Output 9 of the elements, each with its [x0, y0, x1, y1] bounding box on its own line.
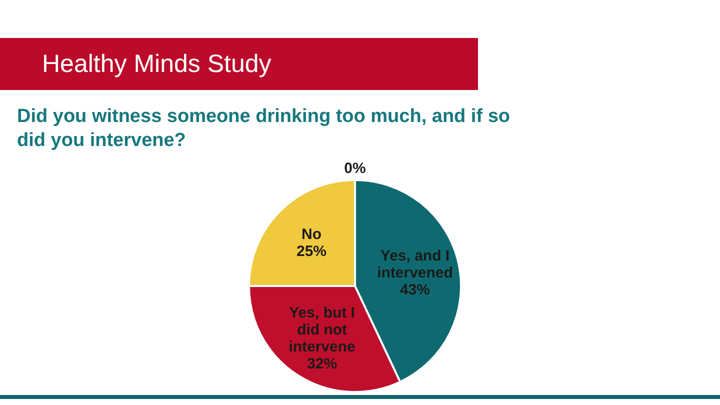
slice-label: No — [302, 226, 322, 243]
data-label: 25% — [296, 242, 327, 260]
data-label: 43% — [400, 281, 430, 298]
chart-title: Healthy Minds Study — [42, 50, 272, 78]
data-label: 32% — [307, 354, 338, 372]
slice-label: Yes, and I intervened — [377, 247, 453, 282]
slice-label: Yes, but I did not intervene — [288, 304, 356, 355]
text: 0% — [344, 160, 366, 176]
chart-subtitle: Did you witness someone drinking too much, and if so did you intervene? — [17, 105, 511, 153]
